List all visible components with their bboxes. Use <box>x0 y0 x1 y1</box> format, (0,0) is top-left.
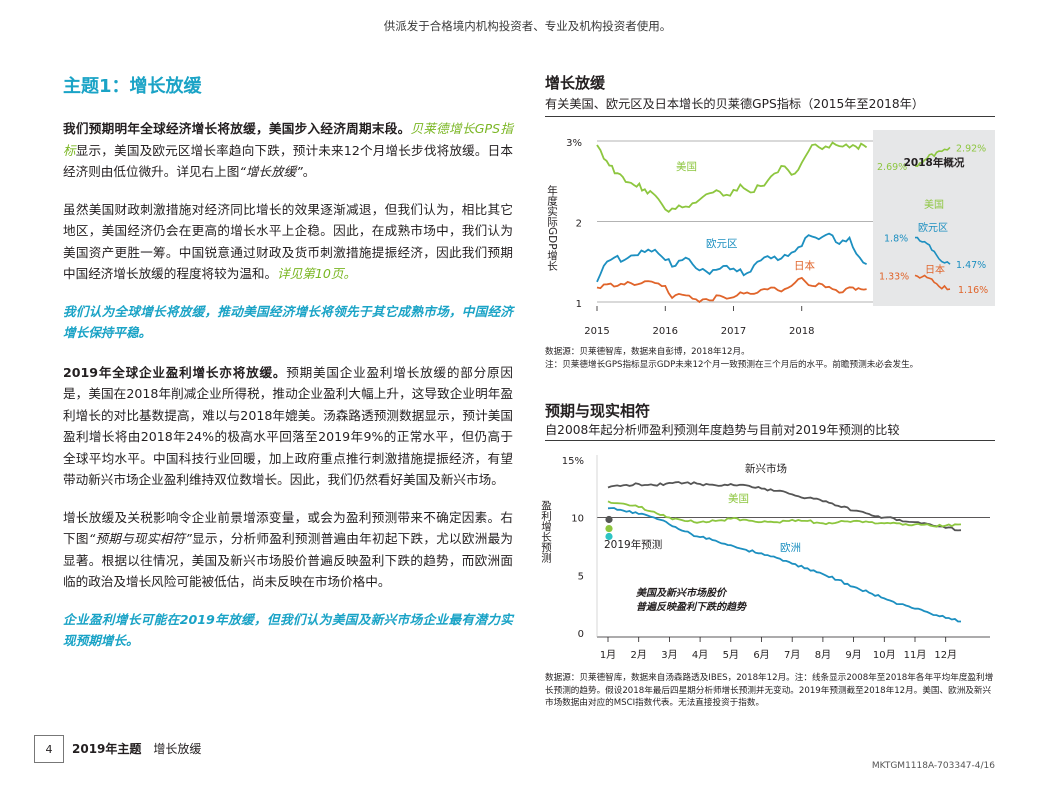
chart2-xtick: 7月 <box>784 649 800 661</box>
panel-us-end: 2.92% <box>956 143 986 154</box>
chart1-note: 注：贝莱德增长GPS指标显示GDP未来12个月一致预测在三个月后的水平。前瞻预测… <box>545 360 919 370</box>
chart2-ytick: 0 <box>578 629 584 640</box>
p1-end: 。 <box>302 164 316 179</box>
paragraph-1: 我们预期明年全球经济增长将放缓，美国步入经济周期末段。贝莱德增长GPS指标显示，… <box>63 118 513 183</box>
forecast-dot-us <box>605 524 613 533</box>
chart2-xtick: 6月 <box>753 649 769 661</box>
chart1-xtick: 2017 <box>721 326 746 337</box>
chart2-annotation-2: 普遍反映盈利下跌的趋势 <box>636 601 748 613</box>
chart1-xtick: 2015 <box>584 326 609 337</box>
chart1-series <box>596 141 951 304</box>
p2-body: 虽然美国财政刺激措施对经济同比增长的效果逐渐减退，但我们认为，相比其它地区，美国… <box>63 201 513 282</box>
p3-body: 预期美国企业盈利增长放缓的部分原因是，美国在2018年削减企业所得税，推动企业盈… <box>63 364 513 488</box>
forecast-dot-em <box>605 515 613 524</box>
chart1-subtitle: 有关美国、欧元区及日本增长的贝莱德GPS指标（2015年至2018年） <box>545 97 925 111</box>
panel-title: 2018年概况 <box>904 156 965 169</box>
chart1-title: 增长放缓 <box>545 74 606 92</box>
chart2-annotation-1: 美国及新兴市场股价 <box>636 587 728 599</box>
chart2-source: 数据源：贝莱德智库，数据来自汤森路透及IBES，2018年12月。注：线条显示2… <box>545 673 994 709</box>
chart1-label-eu: 欧元区 <box>706 238 738 250</box>
chart1-label-us: 美国 <box>676 160 697 173</box>
chart2-label-eu: 欧洲 <box>780 542 801 554</box>
chart2-xtick: 3月 <box>661 649 677 661</box>
chart1-line-us <box>596 141 868 213</box>
panel-eu-end: 1.47% <box>956 260 986 271</box>
panel-us-label: 美国 <box>924 198 944 211</box>
chart2-label-us: 美国 <box>728 492 749 505</box>
chart2-line-us <box>607 500 962 528</box>
panel-eu-label: 欧元区 <box>918 222 948 234</box>
panel-us-start: 2.69% <box>877 162 907 173</box>
page-ref-link[interactable]: 详见第10页。 <box>277 266 357 281</box>
chart2-labels: 15% 10 5 0 1月 2月 3月 4月 5月 6月 7月 8月 9月 10月 11月 12月 盈利增长预测… <box>540 456 957 661</box>
footer-theme-label: 2019年主题 <box>72 742 142 756</box>
chart2-series <box>605 481 962 623</box>
chart2-label-em: 新兴市场 <box>745 462 787 475</box>
forecast-dot-eu <box>605 532 613 541</box>
chart2-grid <box>596 455 990 642</box>
chart2-xtick: 9月 <box>845 649 861 661</box>
p4-body-2: 显示，分析师盈利预测普遍由年初起下跌，尤以欧洲最为显著。根据以往情况，美国及新兴… <box>63 531 513 589</box>
chart2-ylabel: 盈利增长预测 <box>540 500 552 564</box>
panel-jp-label: 日本 <box>925 263 945 276</box>
gps-link[interactable]: 贝莱德增长GPS指标 <box>63 121 513 158</box>
panel-line-jp <box>914 274 951 291</box>
page-number: 4 <box>34 735 64 763</box>
p1-lead: 我们预期明年全球经济增长将放缓，美国步入经济周期末段。 <box>63 121 411 136</box>
chart1-ytick: 2 <box>576 219 582 230</box>
chart2-svg: 15% 10 5 0 1月 2月 3月 4月 5月 6月 7月 8月 9月 10月 11月 12月 盈利增长预测… <box>540 455 990 661</box>
chart2-xtick: 8月 <box>815 649 831 661</box>
chart1-line-jp <box>596 276 867 304</box>
chart1-line-eu <box>596 232 868 283</box>
left-column: 主题1：增长放缓 我们预期明年全球经济增长将放缓，美国步入经济周期末段。贝莱德增… <box>63 72 513 670</box>
chart2-xtick: 11月 <box>904 649 927 661</box>
chart2-xtick: 4月 <box>692 649 708 661</box>
chart2-ytick: 5 <box>578 571 584 582</box>
chart2-subtitle: 自2008年起分析师盈利预测年度趋势与目前对2019年预测的比较 <box>545 423 900 437</box>
chart1-xtick: 2016 <box>653 326 678 337</box>
chart2-xtick: 1月 <box>600 649 616 661</box>
footer-section-label: 增长放缓 <box>153 742 202 756</box>
chart1-ylabel: 年度实际GDP增长 <box>546 184 558 270</box>
panel-jp-end: 1.16% <box>958 285 988 296</box>
chart2-xtick: 10月 <box>873 649 896 661</box>
p4-quote: “预期与现实相符” <box>88 531 192 546</box>
chart2-xtick: 5月 <box>723 649 739 661</box>
p1-body: 显示，美国及欧元区增长率趋向下跌，预计未来12个月增长步伐将放缓。日本经济则由低… <box>63 142 513 180</box>
theme-title: 主题1：增长放缓 <box>63 76 202 97</box>
chart2-ytick: 10 <box>571 514 584 525</box>
callout-2: 企业盈利增长可能在2019年放缓，但我们认为美国及新兴市场企业最有潜力实现预期增… <box>63 611 513 649</box>
footer-theme: 2019年主题 增长放缓 <box>72 740 201 757</box>
paragraph-4: 增长放缓及关税影响令企业前景增添变量，或会为盈利预测带来不确定因素。右下图“预期… <box>63 507 513 593</box>
p3-lead: 2019年全球企业盈利增长亦将放缓。 <box>63 364 287 380</box>
chart2-ytick: 15% <box>562 456 584 467</box>
p1-quote: “增长放缓” <box>239 164 303 179</box>
chart1-ytick: 3% <box>566 138 582 149</box>
chart1-ytick: 1 <box>576 299 582 310</box>
chart1-2018-panel <box>873 130 995 306</box>
forecast-label: 2019年预测 <box>604 538 662 551</box>
chart1-label-jp: 日本 <box>794 259 815 272</box>
chart1-xtick: 2018 <box>789 326 814 337</box>
distribution-note: 供派发于合格境内机构投资者、专业及机构投资者使用。 <box>383 19 672 33</box>
panel-line-eu <box>915 236 951 265</box>
paragraph-2: 虽然美国财政刺激措施对经济同比增长的效果逐渐减退，但我们认为，相比其它地区，美国… <box>63 199 513 285</box>
chart2-title: 预期与现实相符 <box>545 402 651 420</box>
panel-jp-start: 1.33% <box>879 271 909 282</box>
chart2-line-eu <box>607 507 961 623</box>
document-code: MKTGM1118A-703347-4/16 <box>871 761 995 771</box>
chart2-rule <box>545 440 995 441</box>
chart2-line-em <box>607 481 962 532</box>
panel-line-us <box>914 146 951 168</box>
panel-eu-start: 1.8% <box>884 234 908 245</box>
chart2-xtick: 2月 <box>631 649 647 661</box>
chart2-xtick: 12月 <box>934 649 957 661</box>
chart1-source: 数据源：贝莱德智库，数据来自彭博，2018年12月。 <box>545 347 750 357</box>
paragraph-3: 2019年全球企业盈利增长亦将放缓。预期美国企业盈利增长放缓的部分原因是，美国在… <box>63 362 513 491</box>
p4-body-1: 增长放缓及关税影响令企业前景增添变量，或会为盈利预测带来不确定因素。右下图 <box>63 509 513 547</box>
callout-1: 我们认为全球增长将放缓，推动美国经济增长将领先于其它成熟市场，中国经济增长保持平… <box>63 303 513 341</box>
chart1-rule <box>545 116 995 117</box>
